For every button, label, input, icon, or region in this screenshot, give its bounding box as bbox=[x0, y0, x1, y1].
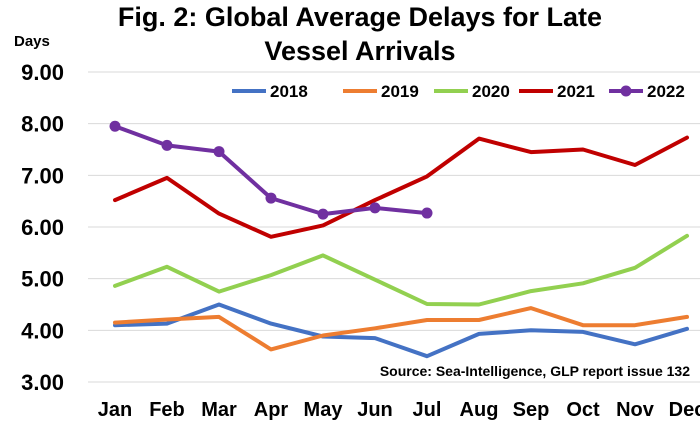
series-2021-line bbox=[113, 135, 689, 239]
x-tick-label: Jan bbox=[98, 399, 132, 421]
y-tick-label: 5.00 bbox=[21, 267, 64, 292]
y-axis-ticks: 3.00 4.00 5.00 6.00 7.00 8.00 9.00 bbox=[21, 60, 64, 395]
y-tick-label: 9.00 bbox=[21, 60, 64, 85]
series-2022-point bbox=[161, 139, 173, 151]
series-2020-line bbox=[113, 233, 689, 307]
legend: 2018 2019 2020 2021 2022 bbox=[232, 82, 685, 101]
series-2018-line bbox=[113, 302, 689, 359]
series-2019-line bbox=[113, 306, 689, 352]
y-tick-label: 3.00 bbox=[21, 370, 64, 395]
legend-marker-2022 bbox=[620, 85, 632, 97]
x-tick-label: Sep bbox=[513, 399, 550, 421]
legend-label-2022: 2022 bbox=[647, 82, 685, 101]
x-tick-label: Apr bbox=[254, 399, 289, 421]
series-2022-point bbox=[265, 192, 277, 204]
legend-label-2018: 2018 bbox=[270, 82, 308, 101]
x-tick-label: Aug bbox=[460, 399, 499, 421]
legend-label-2021: 2021 bbox=[557, 82, 595, 101]
series-2022-point bbox=[421, 207, 433, 219]
x-tick-label: Feb bbox=[149, 399, 185, 421]
x-tick-label: Jun bbox=[357, 399, 393, 421]
legend-label-2020: 2020 bbox=[472, 82, 510, 101]
y-tick-label: 8.00 bbox=[21, 112, 64, 137]
series-2022-point bbox=[109, 120, 121, 132]
x-tick-label: Jul bbox=[413, 399, 442, 421]
chart-title-line-2: Vessel Arrivals bbox=[264, 36, 455, 66]
y-axis-label: Days bbox=[14, 33, 50, 50]
legend-label-2019: 2019 bbox=[381, 82, 419, 101]
series-lines bbox=[109, 120, 689, 359]
x-tick-label: May bbox=[304, 399, 344, 421]
x-tick-label: Mar bbox=[201, 399, 237, 421]
gridlines bbox=[88, 71, 700, 383]
x-tick-label: Nov bbox=[616, 399, 655, 421]
x-axis-ticks: Jan Feb Mar Apr May Jun Jul Aug Sep Oct Nov Dec bbox=[98, 399, 700, 421]
chart-title-line-1: Fig. 2: Global Average Delays for Late bbox=[118, 2, 602, 32]
y-tick-label: 4.00 bbox=[21, 318, 64, 343]
x-tick-label: Dec bbox=[669, 399, 700, 421]
y-tick-label: 6.00 bbox=[21, 215, 64, 240]
series-2022-point bbox=[369, 202, 381, 214]
x-tick-label: Oct bbox=[566, 399, 600, 421]
series-2022-point bbox=[213, 146, 225, 158]
source-annotation: Source: Sea-Intelligence, GLP report iss… bbox=[380, 363, 690, 379]
series-2022-point bbox=[317, 208, 329, 220]
y-tick-label: 7.00 bbox=[21, 163, 64, 188]
